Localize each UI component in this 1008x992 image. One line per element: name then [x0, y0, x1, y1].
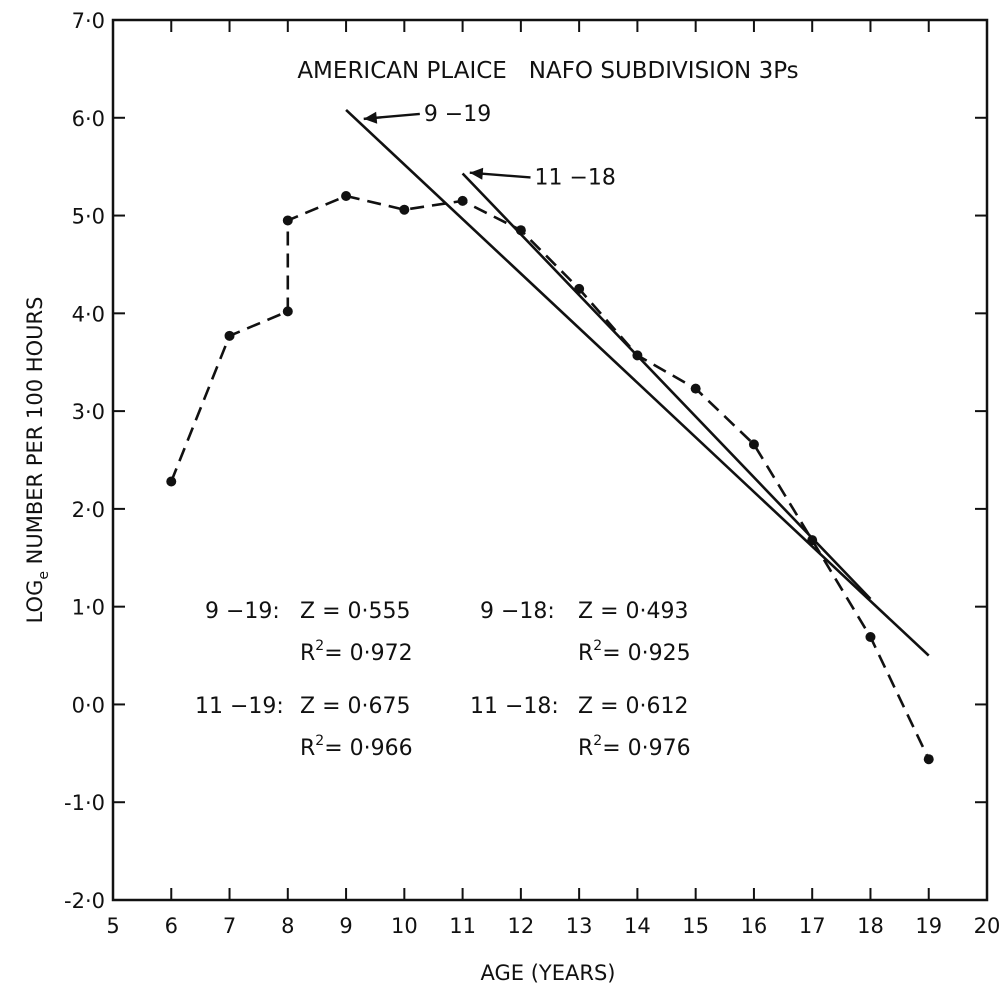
- svg-text:LOGe NUMBER PER 100 HOURS: LOGe NUMBER PER 100 HOURS: [23, 297, 52, 624]
- x-tick-label: 6: [165, 914, 178, 938]
- y-axis-main: NUMBER PER 100 HOURS: [23, 297, 47, 565]
- y-tick-label: 5·0: [72, 205, 105, 229]
- y-tick-label: 4·0: [72, 302, 105, 326]
- data-point: [399, 204, 410, 215]
- observed-series-line: [170, 194, 930, 760]
- x-axis-label: AGE (YEARS): [481, 961, 616, 985]
- y-tick-label: 0·0: [72, 693, 105, 717]
- stats-block-11-19: 11 −19: Z = 0·675 R2= 0·966: [195, 694, 413, 761]
- x-tick-label: 16: [741, 914, 768, 938]
- data-point: [923, 754, 934, 765]
- x-tick-label: 17: [799, 914, 826, 938]
- stats-block-9-19: 9 −19: Z = 0·555 R2= 0·972: [205, 599, 413, 666]
- y-tick-label: -2·0: [64, 889, 105, 913]
- stat-z: Z = 0·493: [578, 599, 688, 624]
- stats-block-11-18: 11 −18: Z = 0·612 R2= 0·976: [470, 694, 691, 761]
- y-axis-label: LOGe NUMBER PER 100 HOURS: [23, 297, 52, 624]
- data-point: [457, 195, 468, 206]
- x-tick-label: 19: [915, 914, 942, 938]
- x-tick-label: 13: [566, 914, 593, 938]
- x-tick-label: 15: [682, 914, 709, 938]
- fit-line-label: 11 −18: [535, 165, 616, 190]
- data-point: [748, 439, 759, 450]
- stat-range: 11 −19:: [195, 694, 284, 719]
- stat-range: 9 −19:: [205, 599, 280, 624]
- data-point: [690, 383, 701, 394]
- x-tick-label: 10: [391, 914, 418, 938]
- chart-title: AMERICAN PLAICE NAFO SUBDIVISION 3Ps: [297, 58, 798, 84]
- data-point: [282, 306, 293, 317]
- stat-r2: R2= 0·925: [578, 638, 691, 666]
- data-point: [865, 631, 876, 642]
- x-tick-label: 9: [339, 914, 352, 938]
- y-tick-label: 1·0: [72, 596, 105, 620]
- stat-r2: R2= 0·966: [300, 733, 413, 761]
- label-arrow-head: [469, 167, 484, 180]
- y-tick-label: 6·0: [72, 107, 105, 131]
- stat-z: Z = 0·675: [300, 694, 410, 719]
- x-tick-label: 20: [974, 914, 1001, 938]
- fit-line-label: 9 −19: [424, 102, 491, 127]
- x-tick-label: 7: [223, 914, 236, 938]
- fit-line-9-19: [345, 109, 930, 657]
- x-tick-label: 8: [281, 914, 294, 938]
- data-point: [282, 215, 293, 226]
- stat-r2: R2= 0·976: [578, 733, 691, 761]
- data-point: [341, 191, 352, 201]
- stat-range: 9 −18:: [480, 599, 555, 624]
- stat-range: 11 −18:: [470, 694, 559, 719]
- stat-z: Z = 0·555: [300, 599, 410, 624]
- line-labels: 9 −19 11 −18: [363, 102, 616, 190]
- data-series: [166, 109, 934, 765]
- plot-frame: [111, 18, 989, 902]
- axis-ticks: 5 6 7 8 9 10 11 12 13 14 15 16 17 18 19 20 -2·0 -1·0 0·0 1·…: [64, 9, 1000, 938]
- x-tick-label: 5: [106, 914, 119, 938]
- y-tick-label: -1·0: [64, 791, 105, 815]
- y-axis-subscript: e: [36, 571, 52, 580]
- y-tick-label: 7·0: [72, 9, 105, 33]
- label-arrow-head: [363, 111, 378, 124]
- x-tick-label: 14: [624, 914, 651, 938]
- fit-line-11-18: [461, 172, 872, 600]
- x-tick-label: 12: [507, 914, 534, 938]
- data-point: [224, 330, 235, 341]
- x-tick-label: 18: [857, 914, 884, 938]
- y-tick-label: 3·0: [72, 400, 105, 424]
- stat-z: Z = 0·612: [578, 694, 688, 719]
- y-axis-prefix: LOG: [23, 580, 47, 624]
- x-tick-label: 11: [449, 914, 476, 938]
- data-point: [166, 476, 177, 487]
- y-tick-label: 2·0: [72, 498, 105, 522]
- stats-block-9-18: 9 −18: Z = 0·493 R2= 0·925: [480, 599, 691, 666]
- stat-r2: R2= 0·972: [300, 638, 413, 666]
